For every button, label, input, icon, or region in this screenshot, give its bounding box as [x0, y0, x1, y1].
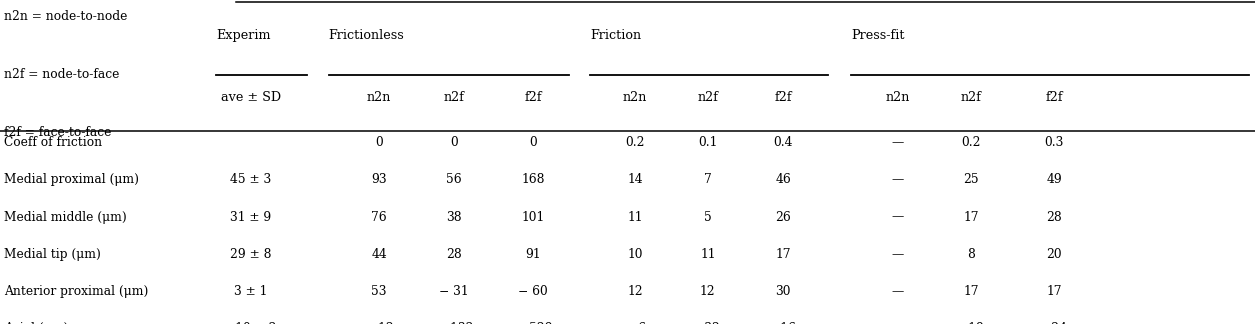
Text: Coeff of friction: Coeff of friction [4, 136, 102, 149]
Text: n2n: n2n [366, 91, 392, 104]
Text: 10: 10 [628, 248, 643, 261]
Text: 5: 5 [704, 211, 712, 224]
Text: 46: 46 [776, 173, 791, 186]
Text: Press-fit: Press-fit [851, 29, 905, 42]
Text: 17: 17 [776, 248, 791, 261]
Text: Medial proximal (μm): Medial proximal (μm) [4, 173, 139, 186]
Text: 11: 11 [628, 211, 643, 224]
Text: 0.1: 0.1 [698, 136, 718, 149]
Text: n2n: n2n [622, 91, 648, 104]
Text: 17: 17 [964, 285, 979, 298]
Text: − 12: − 12 [364, 322, 394, 324]
Text: —: — [891, 322, 904, 324]
Text: Medial middle (μm): Medial middle (μm) [4, 211, 127, 224]
Text: −16: −16 [771, 322, 796, 324]
Text: 0.4: 0.4 [773, 136, 793, 149]
Text: n2f: n2f [961, 91, 981, 104]
Text: − 60: − 60 [518, 285, 548, 298]
Text: Friction: Friction [590, 29, 641, 42]
Text: 11: 11 [700, 248, 715, 261]
Text: 91: 91 [526, 248, 541, 261]
Text: 26: 26 [776, 211, 791, 224]
Text: 0: 0 [530, 136, 537, 149]
Text: —: — [891, 211, 904, 224]
Text: 20: 20 [1047, 248, 1062, 261]
Text: 3 ± 1: 3 ± 1 [235, 285, 267, 298]
Text: 7: 7 [704, 173, 712, 186]
Text: 76: 76 [371, 211, 387, 224]
Text: 0.2: 0.2 [625, 136, 645, 149]
Text: 28: 28 [447, 248, 462, 261]
Text: −32: −32 [695, 322, 720, 324]
Text: f2f: f2f [1045, 91, 1063, 104]
Text: f2f: f2f [525, 91, 542, 104]
Text: Anterior proximal (μm): Anterior proximal (μm) [4, 285, 148, 298]
Text: 168: 168 [522, 173, 545, 186]
Text: Frictionless: Frictionless [329, 29, 404, 42]
Text: —: — [891, 173, 904, 186]
Text: ave ± SD: ave ± SD [221, 91, 281, 104]
Text: n2f: n2f [698, 91, 718, 104]
Text: n2f = node-to-face: n2f = node-to-face [4, 68, 119, 81]
Text: − 6: − 6 [624, 322, 646, 324]
Text: 12: 12 [628, 285, 643, 298]
Text: 53: 53 [371, 285, 387, 298]
Text: 14: 14 [628, 173, 643, 186]
Text: n2f: n2f [444, 91, 464, 104]
Text: 25: 25 [964, 173, 979, 186]
Text: f2f = face-to-face: f2f = face-to-face [4, 126, 112, 139]
Text: 8: 8 [968, 248, 975, 261]
Text: 101: 101 [522, 211, 545, 224]
Text: 17: 17 [1047, 285, 1062, 298]
Text: f2f: f2f [774, 91, 792, 104]
Text: Experim: Experim [216, 29, 270, 42]
Text: 17: 17 [964, 211, 979, 224]
Text: −10 ± 2: −10 ± 2 [225, 322, 277, 324]
Text: n2n = node-to-node: n2n = node-to-node [4, 10, 127, 23]
Text: −19: −19 [959, 322, 984, 324]
Text: 93: 93 [371, 173, 387, 186]
Text: 49: 49 [1047, 173, 1062, 186]
Text: Axial (μm): Axial (μm) [4, 322, 68, 324]
Text: n2n: n2n [885, 91, 910, 104]
Text: − 31: − 31 [439, 285, 469, 298]
Text: 31 ± 9: 31 ± 9 [231, 211, 271, 224]
Text: 56: 56 [447, 173, 462, 186]
Text: —: — [891, 136, 904, 149]
Text: 0.3: 0.3 [1044, 136, 1064, 149]
Text: − 529: − 529 [515, 322, 552, 324]
Text: 0.2: 0.2 [961, 136, 981, 149]
Text: 38: 38 [447, 211, 462, 224]
Text: 45 ± 3: 45 ± 3 [231, 173, 271, 186]
Text: 44: 44 [371, 248, 387, 261]
Text: 12: 12 [700, 285, 715, 298]
Text: 0: 0 [375, 136, 383, 149]
Text: Medial tip (μm): Medial tip (μm) [4, 248, 100, 261]
Text: −24: −24 [1042, 322, 1067, 324]
Text: 0: 0 [451, 136, 458, 149]
Text: —: — [891, 248, 904, 261]
Text: 30: 30 [776, 285, 791, 298]
Text: —: — [891, 285, 904, 298]
Text: 28: 28 [1047, 211, 1062, 224]
Text: − 132: − 132 [435, 322, 473, 324]
Text: 29 ± 8: 29 ± 8 [230, 248, 272, 261]
